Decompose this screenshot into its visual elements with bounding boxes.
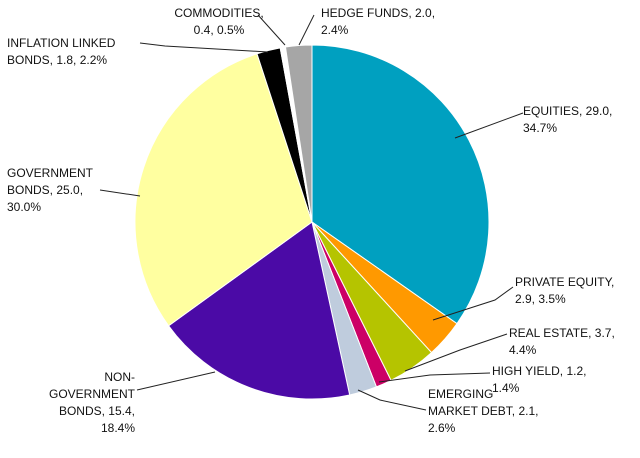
slice-label-line: 1.4% [492,381,520,395]
slice-label-line: 34.7% [523,121,557,135]
slice-label-line: EQUITIES, 29.0, [523,104,612,118]
leader-line-emerging [357,389,427,411]
slice-label-line: BONDS, 25.0, [7,183,83,197]
slice-label-line: MARKET DEBT, 2.1, [428,404,538,418]
slice-label-line: INFLATION LINKED [7,36,116,50]
leader-line-inflation [139,42,269,53]
slice-label-line: BONDS, 15.4, [59,404,135,418]
slice-label-line: 2.9, 3.5% [515,292,566,306]
slice-label-line: GOVERNMENT [7,166,94,180]
leader-line-gov [99,189,141,197]
pie-slice-gov [134,53,313,327]
leader-line-non-gov [136,371,216,391]
slice-label-line: 2.4% [321,23,349,37]
label-leader-lines [99,14,524,411]
slice-label-line: 30.0% [7,200,41,214]
leader-line-high-yield [378,372,491,383]
slice-labels: EQUITIES, 29.0, 34.7% PRIVATE EQUITY, 2.9, … [7,6,615,435]
pie-slice-hedge-funds [284,44,313,223]
slice-label-line: NON- [104,370,135,384]
slice-label-line: HIGH YIELD, 1.2, [492,364,586,378]
pie-slice-equities [311,44,490,325]
slice-label-hedge-funds: HEDGE FUNDS, 2.0, 2.4% [321,6,435,37]
slice-label-private-equity: PRIVATE EQUITY, 2.9, 3.5% [515,275,614,306]
leader-line-private-equity [432,286,514,321]
slice-label-line: COMMODITIES, [174,6,263,20]
slice-label-gov: GOVERNMENT BONDS, 25.0, 30.0% [7,166,94,214]
slice-label-line: 4.4% [509,343,537,357]
pie-slices [134,44,490,400]
leader-line-commodities [257,14,286,46]
leader-line-real-estate [404,333,508,372]
slice-label-line: 0.4, 0.5% [194,23,245,37]
slice-label-line: HEDGE FUNDS, 2.0, [321,6,435,20]
slice-label-line: 2.6% [428,421,456,435]
leader-line-hedge-funds [298,14,315,46]
pie-slice-non-gov [167,221,351,400]
slice-label-line: BONDS, 1.8, 2.2% [7,53,107,67]
slice-label-line: 18.4% [101,421,135,435]
slice-label-inflation: INFLATION LINKED BONDS, 1.8, 2.2% [7,36,116,67]
slice-label-high-yield: HIGH YIELD, 1.2, 1.4% [492,364,586,395]
leader-line-equities [454,112,524,139]
slice-label-line: GOVERNMENT [49,387,136,401]
slice-label-line: REAL ESTATE, 3.7, [509,326,615,340]
slice-label-equities: EQUITIES, 29.0, 34.7% [523,104,612,135]
slice-label-emerging: EMERGING MARKET DEBT, 2.1, 2.6% [428,387,538,435]
slice-label-commodities: COMMODITIES, 0.4, 0.5% [174,6,263,37]
slice-label-non-gov: NON- GOVERNMENT BONDS, 15.4, 18.4% [49,370,136,435]
slice-label-line: EMERGING [428,387,493,401]
slice-label-line: PRIVATE EQUITY, [515,275,614,289]
slice-label-real-estate: REAL ESTATE, 3.7, 4.4% [509,326,615,357]
